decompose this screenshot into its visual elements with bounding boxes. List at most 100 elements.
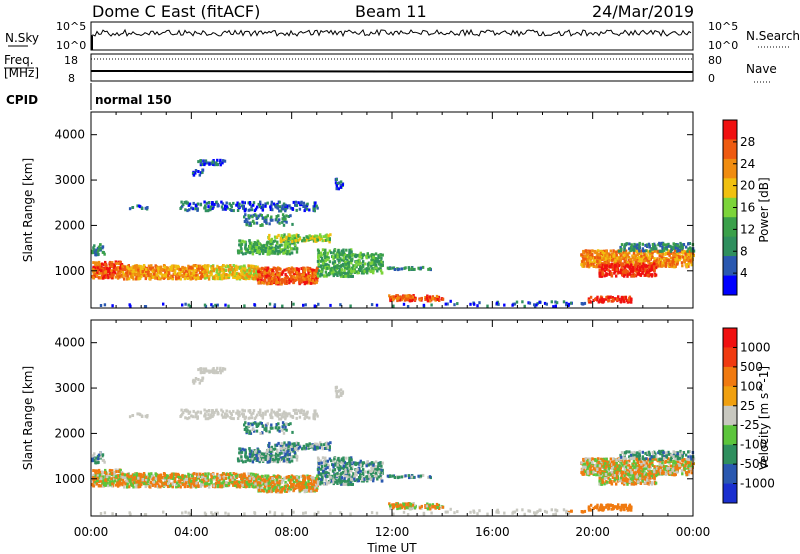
range-cell <box>285 237 288 241</box>
range-cell <box>98 473 102 477</box>
range-cell <box>408 268 411 272</box>
range-cell <box>373 260 376 264</box>
range-cell <box>597 263 600 266</box>
range-cell <box>309 278 312 281</box>
y-tick-label: 4000 <box>54 128 85 142</box>
range-cell <box>596 251 599 255</box>
range-cell <box>638 241 641 245</box>
range-cell <box>217 266 221 270</box>
range-cell <box>258 250 261 254</box>
range-cell <box>238 265 242 269</box>
range-cell <box>290 237 293 241</box>
range-cell <box>230 266 234 270</box>
range-cell <box>377 262 381 266</box>
range-cell <box>361 263 365 267</box>
range-cell <box>222 478 225 482</box>
range-cell <box>338 181 341 185</box>
range-cell <box>338 258 341 262</box>
range-cell <box>335 178 338 181</box>
range-cell <box>179 272 182 276</box>
range-cell <box>132 268 135 272</box>
range-cell <box>322 259 325 263</box>
range-cell <box>593 256 597 260</box>
range-cell <box>446 302 449 306</box>
range-cell <box>688 254 692 257</box>
range-cell <box>155 481 159 485</box>
range-cell <box>183 266 186 270</box>
range-cell <box>154 472 157 476</box>
range-cell <box>257 267 260 271</box>
range-cell <box>651 264 654 268</box>
range-cell <box>308 236 312 240</box>
range-cell <box>348 251 352 255</box>
range-cell <box>117 262 121 266</box>
range-cell <box>285 204 289 208</box>
range-cell <box>200 267 204 271</box>
range-cell <box>149 272 152 276</box>
range-cell <box>120 263 124 266</box>
range-cell <box>324 270 328 274</box>
range-cell <box>269 476 273 480</box>
range-cell <box>316 234 319 238</box>
range-cell <box>188 478 191 482</box>
range-cell <box>389 296 392 300</box>
range-cell <box>243 304 246 308</box>
range-cell <box>116 484 120 488</box>
range-cell <box>245 476 249 480</box>
range-cell <box>99 484 103 488</box>
range-cell <box>125 277 129 281</box>
range-cell <box>252 213 255 217</box>
range-cell <box>361 270 364 274</box>
range-cell <box>372 255 375 259</box>
range-cell <box>256 205 259 209</box>
range-cell <box>92 473 95 477</box>
range-cell <box>121 478 124 482</box>
range-cell <box>177 276 180 280</box>
range-cell <box>300 279 304 283</box>
range-cell <box>111 274 114 278</box>
range-cell <box>119 468 122 472</box>
range-cell <box>272 202 276 206</box>
range-cell <box>256 473 259 477</box>
range-cell <box>247 264 250 268</box>
range-cell <box>629 300 632 304</box>
range-cell <box>281 217 284 221</box>
range-cell <box>370 264 373 268</box>
range-cell <box>338 264 341 268</box>
range-cell <box>281 271 284 274</box>
range-cell <box>247 208 250 212</box>
range-cell <box>620 263 623 266</box>
range-cell <box>362 271 365 275</box>
range-cell <box>129 480 132 484</box>
range-cell <box>249 223 253 227</box>
range-cell <box>221 481 225 485</box>
range-cell <box>166 485 170 489</box>
range-cell <box>286 279 289 283</box>
range-cell <box>606 252 609 256</box>
range-cell <box>181 275 185 279</box>
range-cell <box>291 234 294 238</box>
range-cell <box>118 480 121 484</box>
range-cell <box>281 213 285 217</box>
range-cell <box>265 274 268 278</box>
range-cell <box>121 472 124 476</box>
range-cell <box>222 268 225 272</box>
range-cell <box>349 253 352 257</box>
range-cell <box>350 248 353 252</box>
range-cell <box>410 299 414 303</box>
range-cell <box>102 273 105 277</box>
range-cell <box>664 252 667 256</box>
range-cell <box>284 489 287 493</box>
range-cell <box>266 270 269 274</box>
range-cell <box>614 257 617 261</box>
range-cell <box>222 264 225 268</box>
range-cell <box>126 473 129 477</box>
range-cell <box>240 242 244 246</box>
range-cell <box>308 281 311 285</box>
range-cell <box>327 256 330 260</box>
range-cell <box>287 270 290 274</box>
range-cell <box>297 485 301 489</box>
range-cell <box>389 298 392 302</box>
range-cell <box>206 476 209 480</box>
range-cell <box>624 264 628 268</box>
